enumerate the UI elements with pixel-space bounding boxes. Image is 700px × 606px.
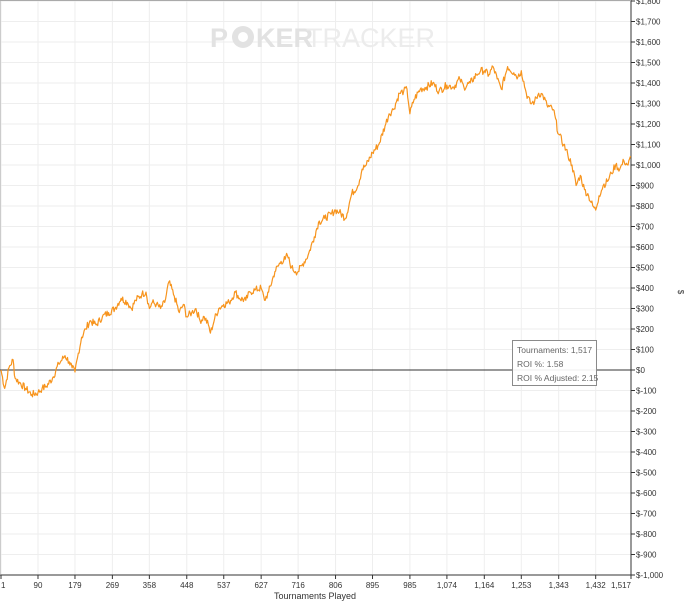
y-tick-label: $700: [636, 223, 654, 232]
y-tick-label: $1,200: [636, 120, 661, 129]
y-tick-label: $1,800: [636, 0, 661, 6]
x-axis-title: Tournaments Played: [274, 591, 356, 601]
x-tick-label: 985: [403, 581, 417, 590]
y-tick-label: $-400: [636, 448, 657, 457]
y-tick-label: $-600: [636, 489, 657, 498]
x-tick-label: 1: [1, 581, 6, 590]
y-tick-label: $900: [636, 182, 654, 191]
y-tick-label: $-800: [636, 530, 657, 539]
y-tick-label: $-1,000: [636, 571, 664, 580]
x-tick-label: 358: [143, 581, 157, 590]
y-tick-label: $800: [636, 202, 654, 211]
y-tick-label: $200: [636, 325, 654, 334]
pokertracker-watermark: P KER TRACKER: [210, 23, 435, 53]
y-tick-label: $600: [636, 243, 654, 252]
y-tick-label: $1,400: [636, 79, 661, 88]
y-tick-label: $300: [636, 305, 654, 314]
x-tick-label: 90: [34, 581, 43, 590]
y-tick-label: $1,500: [636, 59, 661, 68]
x-tick-label: 179: [68, 581, 82, 590]
y-tick-label: $1,700: [636, 18, 661, 27]
y-tick-label: $1,300: [636, 100, 661, 109]
y-tick-label: $400: [636, 284, 654, 293]
profit-line: [0, 65, 632, 398]
x-tick-label: 537: [217, 581, 231, 590]
y-tick-label: $-200: [636, 407, 657, 416]
grid: [0, 0, 632, 576]
y-tick-label: $-300: [636, 428, 657, 437]
series-layer: [0, 65, 632, 398]
tooltip-roi-adjusted: ROI % Adjusted: 2.15: [517, 373, 599, 383]
tooltip-tournaments: Tournaments: 1,517: [517, 345, 593, 355]
y-tick-label: $100: [636, 346, 654, 355]
y-tick-label: $1,100: [636, 141, 661, 150]
tick-labels: $1,800 $1,700 $1,600 $1,500 $1,400 $1,300 $1,2…: [0, 0, 664, 590]
watermark-text-tracker: TRACKER: [306, 23, 435, 53]
x-tick-label: 627: [254, 581, 268, 590]
x-tick-label: 1,253: [511, 581, 532, 590]
y-tick-label: $-700: [636, 510, 657, 519]
y-tick-label: $-500: [636, 469, 657, 478]
y-tick-label: $-100: [636, 387, 657, 396]
y-tick-label: $500: [636, 264, 654, 273]
x-tick-label: 1,074: [437, 581, 458, 590]
x-tick-label: 269: [106, 581, 120, 590]
watermark-chip-center: [238, 32, 248, 42]
x-tick-label: 448: [180, 581, 194, 590]
tooltip-roi: ROI %: 1.58: [517, 359, 564, 369]
y-tick-label: $1,000: [636, 161, 661, 170]
x-tick-label: 716: [291, 581, 305, 590]
y-tick-label: $-900: [636, 551, 657, 560]
y-tick-label: $1,600: [636, 38, 661, 47]
watermark-text-p: P: [210, 23, 228, 53]
y-tick-label: $0: [636, 366, 645, 375]
x-tick-label: 1,343: [549, 581, 570, 590]
x-tick-label: 1,517: [611, 581, 632, 590]
stats-tooltip: Tournaments: 1,517 ROI %: 1.58 ROI % Adj…: [512, 340, 599, 386]
x-tick-label: 1,432: [586, 581, 607, 590]
x-tick-label: 806: [329, 581, 343, 590]
x-tick-label: 895: [366, 581, 380, 590]
x-tick-label: 1,164: [474, 581, 495, 590]
y-axis-title: $: [676, 289, 685, 295]
watermark-text-ker: KER: [256, 23, 313, 53]
